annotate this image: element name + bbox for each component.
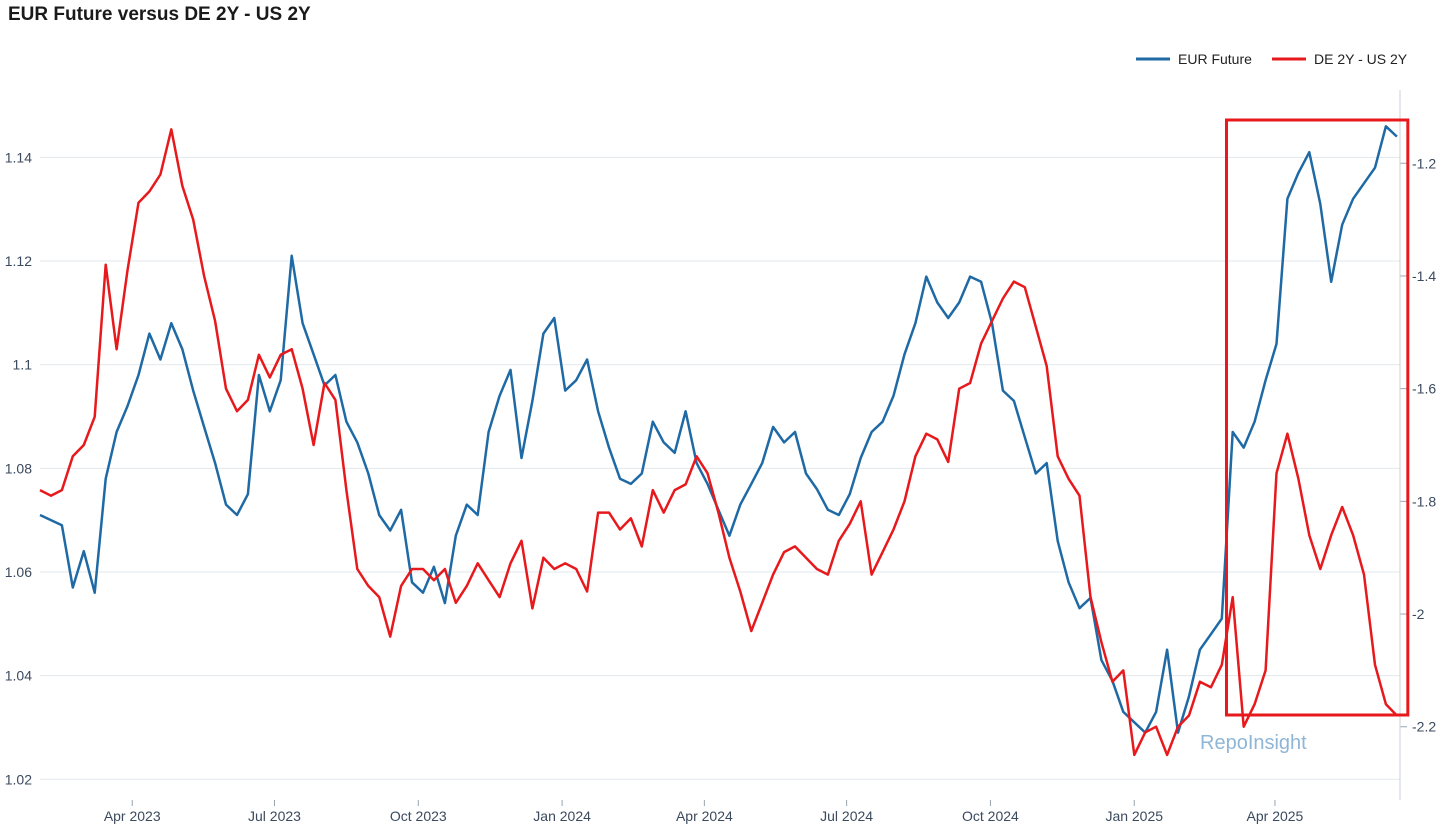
y-right-tick-label: -1.6 [1412, 381, 1436, 397]
y-right-tick-label: -1.4 [1412, 268, 1436, 284]
x-tick-label: Jan 2025 [1105, 808, 1163, 824]
y-axis-right: -1.2 -1.4 -1.6 -1.8 -2 -2.2 [1399, 90, 1436, 800]
x-axis: Apr 2023 Jul 2023 Oct 2023 Jan 2024 Apr 2024… [104, 800, 1304, 824]
y-left-tick-label: 1.06 [5, 564, 32, 580]
legend[interactable]: EUR Future DE 2Y - US 2Y [1136, 51, 1408, 67]
gridlines [40, 156, 1400, 780]
y-left-tick-label: 1.12 [5, 253, 32, 269]
x-tick-label: Apr 2023 [104, 808, 161, 824]
legend-item-label[interactable]: EUR Future [1178, 51, 1252, 67]
y-right-tick-label: -2 [1412, 606, 1425, 622]
y-right-tick-label: -1.2 [1412, 155, 1436, 171]
x-tick-label: Jul 2023 [248, 808, 301, 824]
series-line-eur-future [39, 125, 1398, 734]
highlight-box [1224, 118, 1410, 717]
y-right-tick-label: -1.8 [1412, 493, 1436, 509]
series-lines [39, 125, 1398, 757]
legend-item-label[interactable]: DE 2Y - US 2Y [1314, 51, 1408, 67]
series-line-de-us-spread [39, 128, 1398, 757]
x-tick-label: Oct 2024 [962, 808, 1019, 824]
chart-title: EUR Future versus DE 2Y - US 2Y [8, 4, 311, 25]
x-tick-label: Apr 2025 [1247, 808, 1304, 824]
y-left-tick-label: 1.1 [13, 357, 33, 373]
y-right-tick-label: -2.2 [1412, 719, 1436, 735]
watermark: RepoInsight [1200, 732, 1307, 754]
x-tick-label: Apr 2024 [676, 808, 733, 824]
y-left-tick-label: 1.08 [5, 460, 32, 476]
x-tick-label: Jan 2024 [533, 808, 591, 824]
x-tick-label: Jul 2024 [820, 808, 873, 824]
y-left-tick-label: 1.02 [5, 771, 32, 787]
y-left-tick-label: 1.14 [5, 149, 32, 165]
x-tick-label: Oct 2023 [390, 808, 447, 824]
y-axis-left: 1.02 1.04 1.06 1.08 1.1 1.12 1.14 [5, 149, 32, 787]
y-left-tick-label: 1.04 [5, 668, 32, 684]
